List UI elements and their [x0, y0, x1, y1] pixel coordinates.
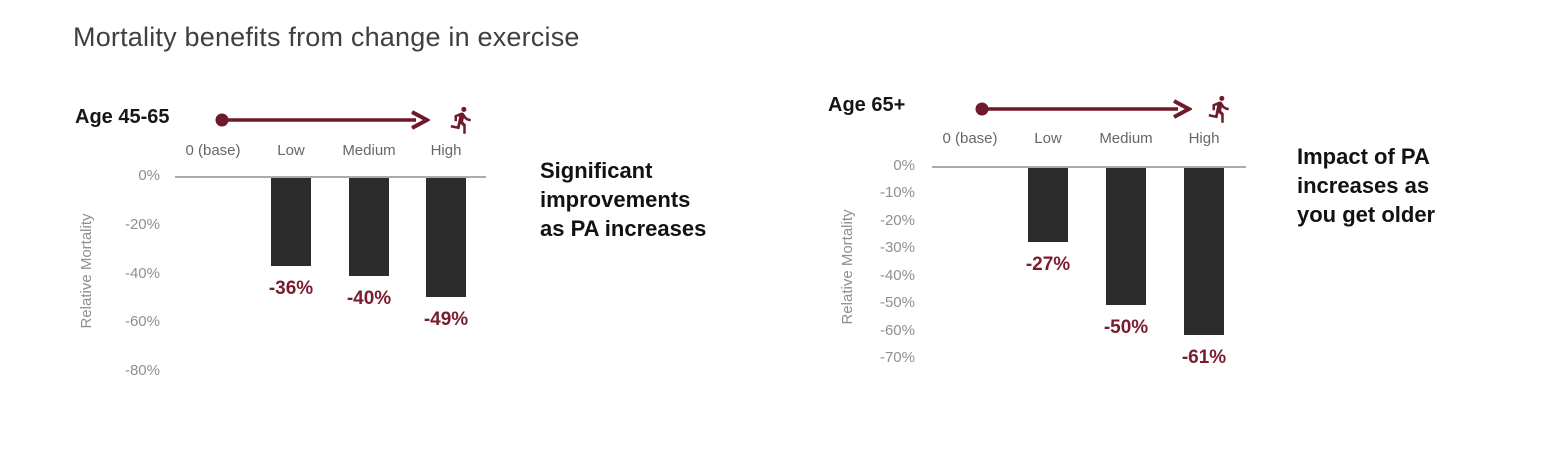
annotation-line: improvements: [540, 187, 691, 212]
y-tick-label: -80%: [124, 362, 160, 379]
category-label: High: [430, 142, 462, 159]
category-label: Low: [277, 142, 305, 159]
y-tick-label: -60%: [124, 313, 160, 331]
runner-icon: [450, 106, 471, 134]
annotation-line: increases as: [1297, 173, 1430, 198]
category-label: 0 (base): [185, 142, 241, 159]
age-group-label: Age 45-65: [75, 106, 170, 128]
annotation-line: as PA increases: [540, 216, 707, 241]
bar-high: [426, 178, 466, 297]
value-label-low: -36%: [268, 278, 314, 299]
y-tick-label: 0%: [138, 167, 160, 184]
value-label-high: -49%: [423, 309, 469, 330]
bar-low: [271, 178, 311, 266]
y-tick-label: -40%: [879, 266, 915, 284]
zero-baseline: [932, 166, 1246, 168]
y-axis-title: Relative Mortality: [839, 209, 856, 325]
bar-low: [1028, 168, 1068, 242]
annotation-significant-improvements: Significant improvements as PA increases: [540, 156, 706, 243]
category-label: 0 (base): [942, 130, 998, 147]
annotation-impact-increases-with-age: Impact of PA increases as you get older: [1297, 142, 1435, 229]
annotation-line: Significant: [540, 158, 653, 183]
increase-arrow: [975, 99, 1192, 119]
y-tick-label: -70%: [879, 349, 915, 366]
y-tick-label: -50%: [879, 294, 915, 312]
age-group-label: Age 65+: [828, 94, 906, 116]
bar-medium: [1106, 168, 1146, 305]
value-label-low: -27%: [1025, 254, 1071, 275]
value-label-high: -61%: [1181, 347, 1227, 368]
runner-icon: [1208, 95, 1229, 123]
y-tick-label: -40%: [124, 264, 160, 282]
zero-baseline: [175, 176, 486, 178]
category-label: Medium: [342, 142, 396, 159]
page-title: Mortality benefits from change in exerci…: [73, 22, 580, 52]
value-label-medium: -40%: [346, 288, 392, 309]
increase-arrow: [215, 110, 430, 130]
category-label: Medium: [1099, 130, 1153, 147]
annotation-line: you get older: [1297, 202, 1436, 227]
category-label: High: [1188, 130, 1220, 147]
y-tick-label: -30%: [879, 239, 915, 257]
value-label-medium: -50%: [1103, 317, 1149, 338]
y-tick-label: -20%: [879, 211, 915, 229]
y-tick-label: -60%: [879, 321, 915, 339]
y-tick-label: 0%: [893, 157, 915, 174]
bar-high: [1184, 168, 1224, 335]
category-label: Low: [1034, 130, 1062, 147]
annotation-line: Impact of PA: [1297, 144, 1430, 169]
y-tick-label: -20%: [124, 215, 160, 233]
y-tick-label: -10%: [879, 184, 915, 202]
bar-medium: [349, 178, 389, 276]
